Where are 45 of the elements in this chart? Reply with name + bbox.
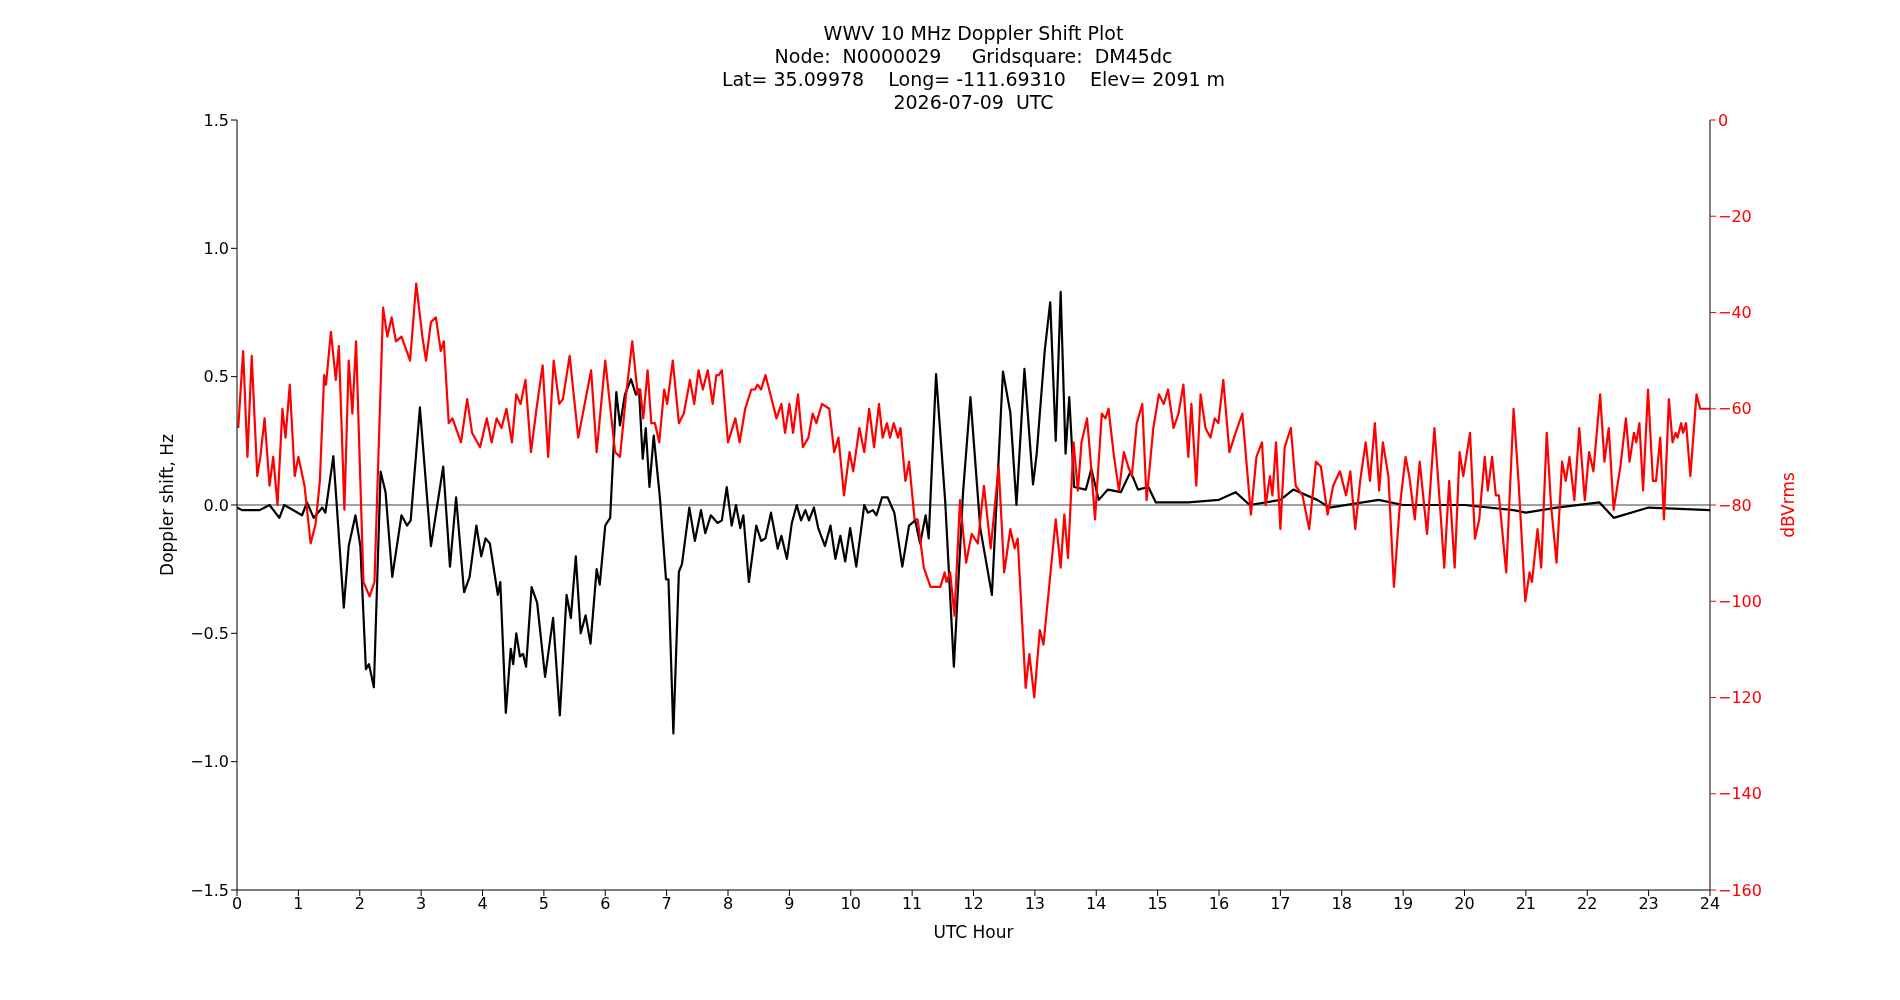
x-tick-label: 19 [1392,894,1414,914]
x-tick-label: 2 [354,894,365,914]
x-tick-label: 18 [1331,894,1352,914]
y2-tick-label: −140 [1718,784,1762,804]
chart-title: WWV 10 MHz Doppler Shift Plot Node: N0000029 Gridsquare: DM45dc Lat= 35.09978 Long= -111.69310 Elev= 2091 m 2026-07-09 UTC [720,22,1227,114]
x-tick-label: 5 [538,894,549,914]
x-tick-label: 24 [1699,894,1721,914]
y2-tick-label: −120 [1718,688,1762,708]
y2-axis-title: dBVrms [1778,472,1799,538]
y2-tick-label: −60 [1718,399,1752,419]
x-tick-label: 21 [1515,894,1537,914]
x-tick-label: 20 [1454,894,1475,914]
x-tick-label: 11 [901,894,923,914]
x-tick-label: 10 [840,894,861,914]
y2-tick-label: −100 [1718,591,1762,611]
y-tick-label: 1.5 [203,110,229,130]
x-tick-label: 13 [1024,894,1046,914]
y2-tick-label: −20 [1718,206,1752,226]
y-axis-title: Doppler shift, Hz [157,433,178,576]
x-tick-label: 12 [963,894,984,914]
y-tick-label: 0.5 [203,367,229,387]
y2-tick-label: −160 [1718,880,1762,900]
y-tick-label: −1.0 [190,752,229,772]
y-tick-label: −0.5 [190,624,229,644]
x-tick-label: 15 [1147,894,1168,914]
x-tick-label: 16 [1208,894,1230,914]
x-tick-label: 17 [1270,894,1291,914]
y-tick-label: −1.5 [190,880,229,900]
x-tick-label: 0 [231,894,243,914]
x-tick-label: 23 [1638,894,1659,914]
x-tick-label: 3 [416,894,427,914]
x-tick-label: 8 [722,894,734,914]
x-tick-label: 9 [784,894,795,914]
x-tick-label: 4 [477,894,488,914]
y-tick-label: 1.0 [203,239,229,259]
x-tick-label: 1 [293,894,304,914]
x-tick-label: 6 [600,894,611,914]
y-tick-label: 0.0 [203,495,229,515]
y2-tick-label: 0 [1718,110,1729,130]
x-tick-label: 22 [1577,894,1598,914]
y2-tick-label: −80 [1718,495,1752,515]
y2-tick-label: −40 [1718,303,1752,323]
x-tick-label: 7 [661,894,672,914]
x-tick-label: 14 [1086,894,1107,914]
x-axis-title: UTC Hour [933,922,1014,942]
